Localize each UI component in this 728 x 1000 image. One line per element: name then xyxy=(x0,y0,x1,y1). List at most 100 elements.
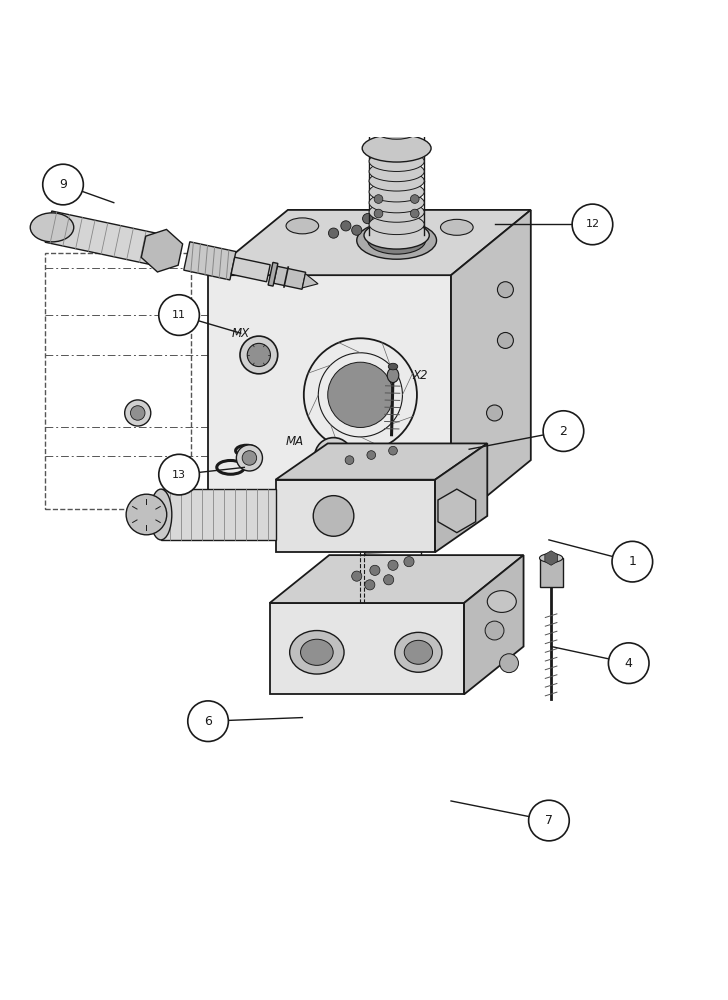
Text: 9: 9 xyxy=(59,178,67,191)
Text: 11: 11 xyxy=(172,310,186,320)
Ellipse shape xyxy=(364,222,430,249)
Circle shape xyxy=(363,214,373,224)
Ellipse shape xyxy=(286,218,319,234)
Ellipse shape xyxy=(31,213,74,242)
Circle shape xyxy=(43,164,83,205)
Polygon shape xyxy=(141,229,183,272)
Polygon shape xyxy=(539,558,563,587)
Text: 4: 4 xyxy=(625,657,633,670)
Circle shape xyxy=(237,445,263,471)
Polygon shape xyxy=(161,489,275,540)
Circle shape xyxy=(365,580,375,590)
Circle shape xyxy=(341,221,351,231)
Ellipse shape xyxy=(440,219,473,235)
Circle shape xyxy=(313,496,354,536)
Text: MX: MX xyxy=(232,327,250,340)
Circle shape xyxy=(352,571,362,581)
Circle shape xyxy=(352,225,362,235)
Circle shape xyxy=(242,451,257,465)
Circle shape xyxy=(248,343,270,367)
Text: 13: 13 xyxy=(172,470,186,480)
Ellipse shape xyxy=(365,570,421,590)
Polygon shape xyxy=(208,210,531,275)
Circle shape xyxy=(529,800,569,841)
Polygon shape xyxy=(302,274,318,288)
Polygon shape xyxy=(268,262,278,286)
Circle shape xyxy=(497,332,513,348)
Circle shape xyxy=(411,209,419,218)
Circle shape xyxy=(130,406,145,420)
Polygon shape xyxy=(231,257,270,282)
Text: 2: 2 xyxy=(560,425,567,438)
Ellipse shape xyxy=(369,202,424,222)
Ellipse shape xyxy=(369,182,424,202)
Ellipse shape xyxy=(301,639,333,665)
Circle shape xyxy=(389,446,397,455)
Circle shape xyxy=(240,336,277,374)
Circle shape xyxy=(404,557,414,567)
Polygon shape xyxy=(45,211,162,266)
Circle shape xyxy=(411,195,419,203)
Ellipse shape xyxy=(395,632,442,672)
Circle shape xyxy=(485,621,504,640)
Circle shape xyxy=(314,438,352,475)
Circle shape xyxy=(159,454,199,495)
Circle shape xyxy=(345,456,354,464)
Text: 12: 12 xyxy=(585,219,599,229)
Ellipse shape xyxy=(373,520,413,536)
Ellipse shape xyxy=(404,640,432,664)
Circle shape xyxy=(384,218,395,228)
Polygon shape xyxy=(208,275,451,525)
Circle shape xyxy=(374,195,383,203)
Polygon shape xyxy=(274,266,306,289)
Circle shape xyxy=(367,451,376,459)
Ellipse shape xyxy=(369,214,424,235)
Circle shape xyxy=(543,411,584,451)
Circle shape xyxy=(499,654,518,673)
Polygon shape xyxy=(269,603,464,694)
Ellipse shape xyxy=(387,368,399,383)
Circle shape xyxy=(497,282,513,298)
Circle shape xyxy=(572,204,613,245)
Text: MA: MA xyxy=(285,435,304,448)
Circle shape xyxy=(609,643,649,683)
Circle shape xyxy=(612,541,652,582)
Polygon shape xyxy=(451,210,531,525)
Ellipse shape xyxy=(487,591,516,612)
Ellipse shape xyxy=(365,517,421,538)
Ellipse shape xyxy=(369,151,424,171)
Ellipse shape xyxy=(539,554,563,562)
Circle shape xyxy=(188,701,229,741)
Ellipse shape xyxy=(369,161,424,182)
Ellipse shape xyxy=(375,121,419,139)
Circle shape xyxy=(322,445,345,468)
Ellipse shape xyxy=(290,631,344,674)
Circle shape xyxy=(159,295,199,335)
Ellipse shape xyxy=(368,227,426,254)
Ellipse shape xyxy=(150,489,172,540)
Text: 6: 6 xyxy=(204,715,212,728)
Circle shape xyxy=(124,400,151,426)
Ellipse shape xyxy=(369,171,424,191)
Polygon shape xyxy=(269,555,523,603)
Circle shape xyxy=(126,494,167,535)
Text: 7: 7 xyxy=(545,814,553,827)
Circle shape xyxy=(370,565,380,575)
Polygon shape xyxy=(435,443,487,552)
Ellipse shape xyxy=(388,363,397,370)
Ellipse shape xyxy=(357,222,437,259)
Circle shape xyxy=(328,228,339,238)
Circle shape xyxy=(384,575,394,585)
Polygon shape xyxy=(464,555,523,694)
Polygon shape xyxy=(275,480,435,552)
Circle shape xyxy=(328,362,393,427)
Polygon shape xyxy=(275,443,487,480)
Text: X2: X2 xyxy=(413,369,428,382)
Circle shape xyxy=(388,560,398,570)
Ellipse shape xyxy=(363,134,431,162)
Text: 1: 1 xyxy=(628,555,636,568)
Circle shape xyxy=(374,209,383,218)
Polygon shape xyxy=(183,242,236,280)
Circle shape xyxy=(486,405,502,421)
Ellipse shape xyxy=(369,193,424,213)
